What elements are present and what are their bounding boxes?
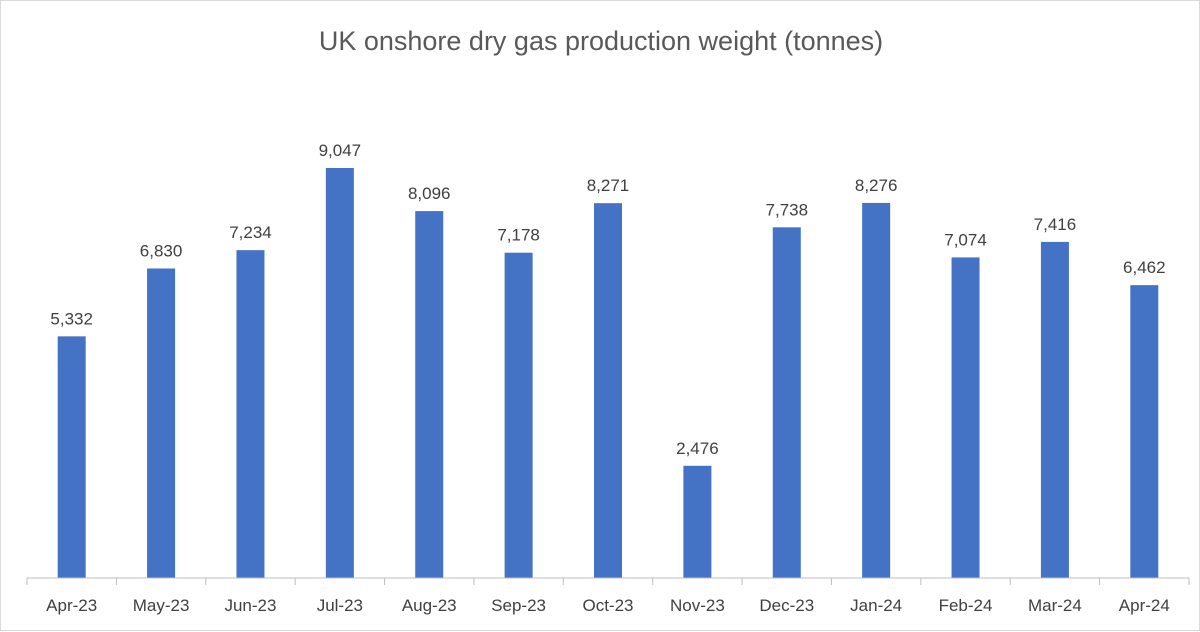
- data-label-jun-23: 7,234: [229, 223, 272, 242]
- x-tick-label-dec-23: Dec-23: [759, 596, 814, 615]
- data-label-nov-23: 2,476: [676, 439, 719, 458]
- x-tick-label-may-23: May-23: [133, 596, 190, 615]
- data-label-apr-24: 6,462: [1123, 258, 1166, 277]
- bar-group: [57, 168, 1159, 579]
- data-label-oct-23: 8,271: [587, 176, 630, 195]
- bar-jun-23: [236, 250, 265, 578]
- x-tick-label-feb-24: Feb-24: [939, 596, 993, 615]
- data-label-jul-23: 9,047: [319, 141, 362, 160]
- data-label-dec-23: 7,738: [765, 200, 808, 219]
- x-tick-label-apr-24: Apr-24: [1119, 596, 1170, 615]
- bar-jul-23: [325, 168, 354, 578]
- bar-nov-23: [683, 465, 712, 578]
- data-label-may-23: 6,830: [140, 241, 183, 260]
- bar-apr-23: [57, 336, 86, 578]
- x-tick-group: [26, 578, 1190, 585]
- x-tick-label-jul-23: Jul-23: [317, 596, 363, 615]
- x-tick-label-mar-24: Mar-24: [1028, 596, 1082, 615]
- bar-mar-24: [1040, 241, 1069, 579]
- bar-jan-24: [862, 202, 891, 578]
- x-tick-label-jan-24: Jan-24: [850, 596, 902, 615]
- data-label-sep-23: 7,178: [497, 226, 540, 245]
- data-label-jan-24: 8,276: [855, 176, 898, 195]
- x-tick-label-group: Apr-23 May-23 Jun-23 Jul-23 Aug-23 Sep-23 Oct-…: [46, 596, 1170, 615]
- data-label-feb-24: 7,074: [944, 230, 987, 249]
- data-label-group: 5,332 6,830 7,234 9,047 8,096 7,178 8,271 2,476…: [50, 141, 1165, 458]
- bar-aug-23: [415, 211, 444, 578]
- chart-title: UK onshore dry gas production weight (to…: [319, 26, 883, 56]
- bar-may-23: [147, 268, 176, 578]
- x-tick-label-sep-23: Sep-23: [491, 596, 546, 615]
- bar-dec-23: [772, 227, 801, 578]
- data-label-apr-23: 5,332: [50, 309, 93, 328]
- data-label-mar-24: 7,416: [1034, 215, 1077, 234]
- x-tick-label-aug-23: Aug-23: [402, 596, 457, 615]
- x-tick-label-nov-23: Nov-23: [670, 596, 725, 615]
- data-label-aug-23: 8,096: [408, 184, 451, 203]
- x-tick-label-oct-23: Oct-23: [582, 596, 633, 615]
- bar-sep-23: [504, 252, 533, 579]
- bar-feb-24: [951, 257, 980, 578]
- bar-apr-24: [1130, 285, 1159, 578]
- x-tick-label-jun-23: Jun-23: [224, 596, 276, 615]
- bar-oct-23: [594, 203, 622, 578]
- x-tick-label-apr-23: Apr-23: [46, 596, 97, 615]
